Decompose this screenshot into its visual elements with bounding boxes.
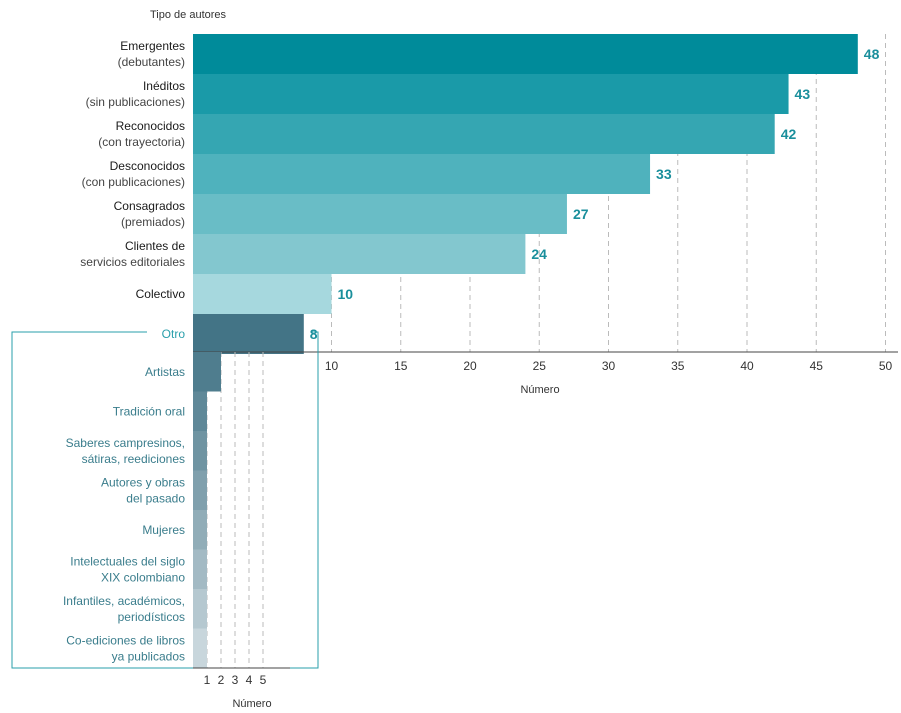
sub-category-label: del pasado <box>126 491 185 505</box>
sub-category-label: Autores y obras <box>101 475 185 489</box>
sub-gridlines <box>206 352 264 668</box>
sub-category-label: Artistas <box>145 365 185 379</box>
sub-category-label: Saberes campresinos, <box>66 436 185 450</box>
sub-category-label: Infantiles, académicos, <box>63 594 185 608</box>
main-bar <box>193 314 304 354</box>
sub-tick-label: 2 <box>218 673 225 687</box>
main-category-label: (con trayectoria) <box>98 135 185 149</box>
main-bar <box>193 274 332 314</box>
main-value-label: 8 <box>310 326 318 342</box>
main-bars <box>193 34 858 354</box>
main-tick-label: 30 <box>602 359 616 373</box>
breakdown-bracket <box>11 331 319 669</box>
sub-bar <box>193 470 207 510</box>
sub-category-label: Co-ediciones de libros <box>66 633 185 647</box>
main-value-labels: 48 43 42 33 27 24 10 8 <box>310 46 880 342</box>
sub-tick-label: 3 <box>232 673 239 687</box>
main-tick-label: 40 <box>740 359 754 373</box>
main-bar <box>193 194 567 234</box>
main-value-label: 33 <box>656 166 672 182</box>
sub-category-label: periodísticos <box>118 610 185 624</box>
chart-title: Tipo de autores <box>150 9 227 21</box>
main-tick-label: 50 <box>879 359 893 373</box>
main-value-label: 43 <box>795 86 811 102</box>
main-category-label: Inéditos <box>143 79 185 93</box>
main-value-label: 27 <box>573 206 589 222</box>
main-x-axis-label: Número <box>520 384 559 396</box>
main-category-label: (con publicaciones) <box>82 175 185 189</box>
sub-bar <box>193 431 207 471</box>
sub-category-label: ya publicados <box>112 649 185 663</box>
main-bar <box>193 34 858 74</box>
main-value-label: 48 <box>864 46 880 62</box>
main-category-label: (debutantes) <box>118 55 185 69</box>
sub-bar <box>193 589 207 629</box>
sub-category-label: Intelectuales del siglo <box>70 554 185 568</box>
main-tick-label: 35 <box>671 359 685 373</box>
main-bar <box>193 114 775 154</box>
main-tick-label: 20 <box>463 359 477 373</box>
main-category-labels: Emergentes (debutantes) Inéditos (sin publi… <box>80 39 185 341</box>
sub-bar <box>193 391 207 431</box>
main-bar <box>193 154 651 194</box>
sub-bars <box>193 352 221 668</box>
sub-tick-label: 4 <box>246 673 253 687</box>
sub-x-axis-label: Número <box>232 698 271 710</box>
main-category-label: Emergentes <box>120 39 185 53</box>
main-value-label: 24 <box>531 246 547 262</box>
main-category-label: (premiados) <box>121 215 185 229</box>
main-tick-label: 25 <box>533 359 547 373</box>
sub-category-label: sátiras, reediciones <box>82 452 185 466</box>
sub-category-label: XIX colombiano <box>101 570 185 584</box>
main-category-label: Desconocidos <box>110 159 185 173</box>
main-category-label: Reconocidos <box>116 119 185 133</box>
sub-category-label: Tradición oral <box>113 404 185 418</box>
sub-category-label: Mujeres <box>142 523 185 537</box>
sub-tick-label: 1 <box>204 673 211 687</box>
main-tick-label: 10 <box>325 359 339 373</box>
main-category-label: Colectivo <box>136 287 186 301</box>
main-category-label: Clientes de <box>125 239 185 253</box>
main-value-label: 42 <box>781 126 797 142</box>
sub-bar <box>193 628 207 668</box>
sub-bar <box>193 352 221 392</box>
main-bar <box>193 234 526 274</box>
sub-tick-label: 5 <box>260 673 267 687</box>
main-tick-labels: 10 15 20 25 30 35 40 45 50 <box>325 359 893 373</box>
main-tick-label: 45 <box>810 359 824 373</box>
main-bar <box>193 74 789 114</box>
sub-category-labels: Artistas Tradición oral Saberes campresino… <box>63 365 185 664</box>
main-category-label: (sin publicaciones) <box>86 95 185 109</box>
main-category-label: servicios editoriales <box>80 255 185 269</box>
sub-bar <box>193 510 207 550</box>
main-value-label: 10 <box>338 286 354 302</box>
main-tick-label: 15 <box>394 359 408 373</box>
main-category-label: Consagrados <box>114 199 185 213</box>
main-category-label: Otro <box>162 327 186 341</box>
sub-bar <box>193 549 207 589</box>
